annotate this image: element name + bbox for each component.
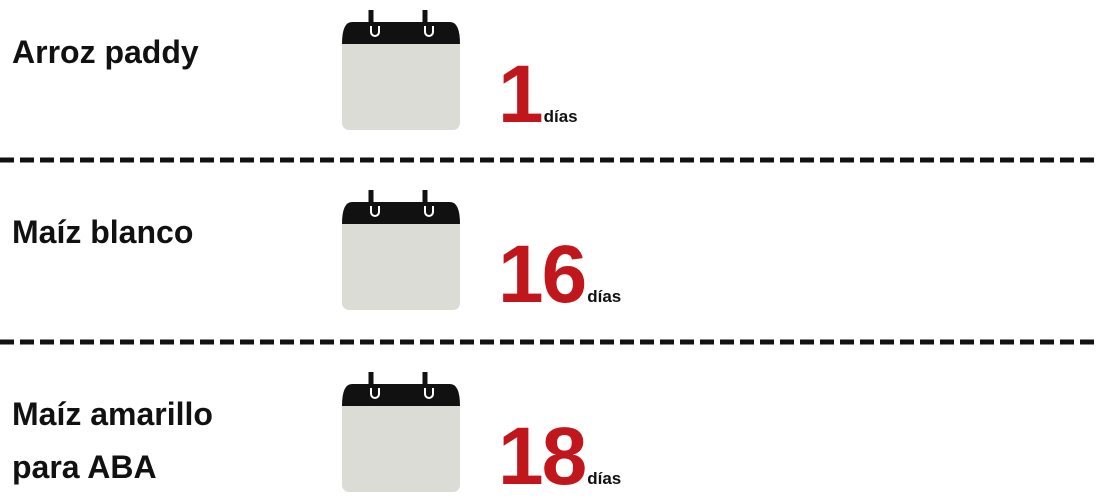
separator [0,157,1098,163]
calendar-icon [342,372,460,492]
calendar [338,184,464,317]
calendar [338,366,464,499]
item-label: Maíz amarillo para ABA [12,396,213,485]
days-unit: días [587,287,622,306]
calendar-icon [342,10,460,130]
days-unit: días [543,107,578,126]
item-label: Arroz paddy [12,34,199,70]
days-value: 16 [498,229,587,320]
item-days: 18 días [498,416,621,498]
item-days: 16 días [498,234,621,316]
days-value: 18 [498,411,587,502]
item-label: Maíz blanco [12,214,194,250]
calendar-icon [342,190,460,310]
days-value: 1 [498,49,544,140]
calendar [338,4,464,137]
separator [0,339,1098,345]
days-unit: días [587,469,622,488]
item-days: 1 días [498,54,578,136]
